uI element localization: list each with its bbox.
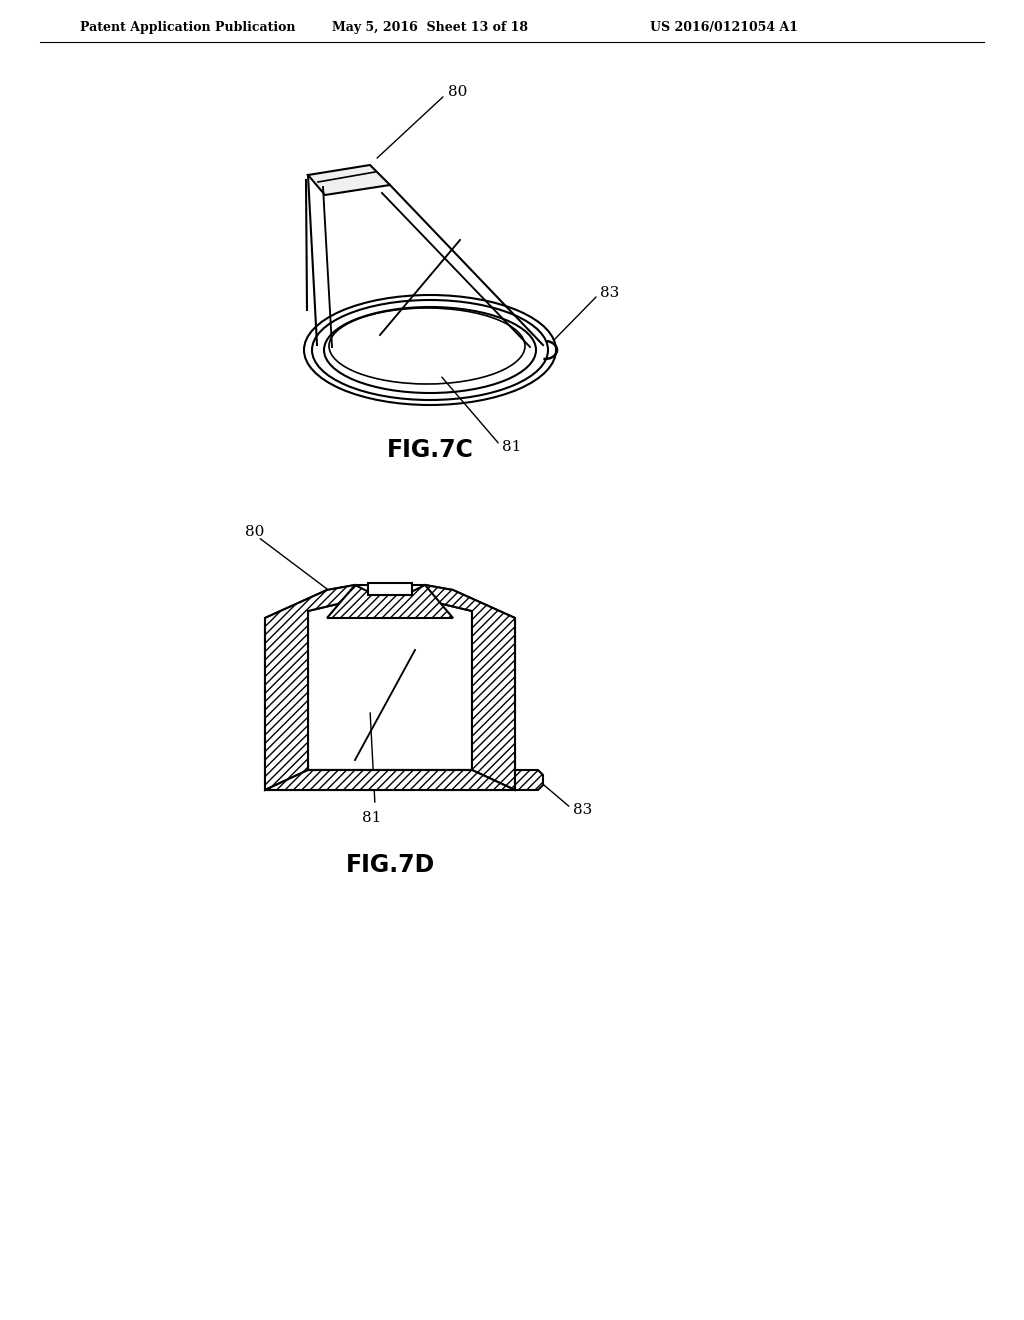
Polygon shape	[327, 585, 453, 618]
Polygon shape	[265, 585, 515, 789]
Text: May 5, 2016  Sheet 13 of 18: May 5, 2016 Sheet 13 of 18	[332, 21, 528, 34]
Polygon shape	[417, 585, 515, 789]
Text: 81: 81	[362, 810, 382, 825]
Text: US 2016/0121054 A1: US 2016/0121054 A1	[650, 21, 798, 34]
Text: FIG.7C: FIG.7C	[387, 438, 473, 462]
Polygon shape	[265, 585, 362, 789]
Text: Patent Application Publication: Patent Application Publication	[80, 21, 296, 34]
Polygon shape	[515, 770, 543, 789]
Text: 81: 81	[502, 440, 521, 454]
Polygon shape	[308, 595, 472, 770]
Text: 83: 83	[573, 803, 592, 817]
Polygon shape	[368, 583, 412, 595]
Text: 80: 80	[245, 525, 264, 539]
Text: 83: 83	[600, 286, 620, 300]
Text: FIG.7D: FIG.7D	[345, 853, 434, 876]
Polygon shape	[265, 770, 515, 789]
Polygon shape	[308, 165, 390, 195]
Text: 80: 80	[449, 84, 467, 99]
